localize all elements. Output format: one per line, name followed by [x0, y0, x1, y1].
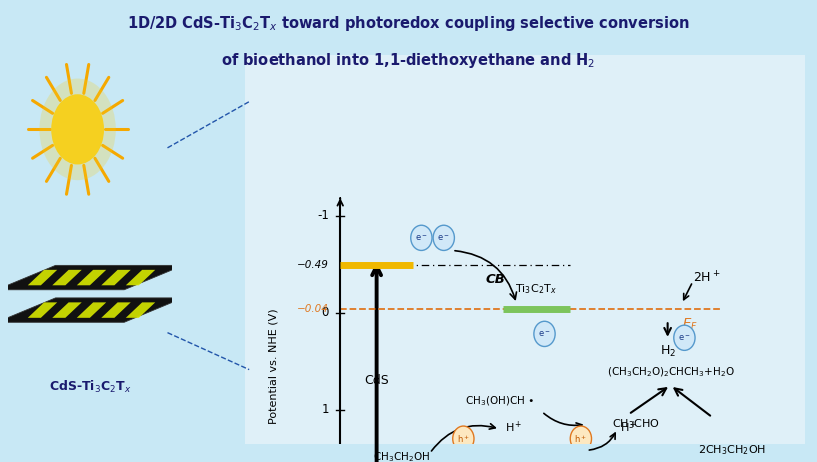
Text: e$^-$: e$^-$ — [538, 329, 551, 339]
Polygon shape — [101, 302, 131, 318]
Ellipse shape — [453, 426, 474, 451]
Ellipse shape — [534, 321, 555, 346]
Text: e$^-$: e$^-$ — [437, 233, 450, 243]
Text: −0.49: −0.49 — [297, 260, 329, 270]
Text: (CH$_3$CH$_2$O)$_2$CHCH$_3$+H$_2$O: (CH$_3$CH$_2$O)$_2$CHCH$_3$+H$_2$O — [606, 365, 734, 378]
Text: $E_F$: $E_F$ — [681, 316, 698, 332]
Text: Potential vs. NHE (V): Potential vs. NHE (V) — [268, 308, 278, 424]
Circle shape — [51, 94, 104, 164]
Text: CdS: CdS — [364, 374, 389, 387]
Text: 1D/2D CdS-Ti$_3$C$_2$T$_x$ toward photoredox coupling selective conversion: 1D/2D CdS-Ti$_3$C$_2$T$_x$ toward photor… — [127, 14, 690, 33]
Ellipse shape — [570, 426, 592, 451]
Text: -1: -1 — [317, 209, 329, 222]
Polygon shape — [0, 298, 183, 322]
Polygon shape — [28, 302, 57, 318]
Polygon shape — [126, 270, 155, 286]
Ellipse shape — [674, 325, 695, 350]
Text: CdS-Ti$_3$C$_2$T$_x$: CdS-Ti$_3$C$_2$T$_x$ — [49, 379, 131, 395]
Text: H$^+$: H$^+$ — [620, 419, 637, 435]
Polygon shape — [28, 270, 57, 286]
Polygon shape — [126, 302, 155, 318]
Ellipse shape — [411, 225, 432, 250]
Polygon shape — [0, 265, 183, 290]
Text: h$^+$: h$^+$ — [574, 433, 587, 444]
FancyBboxPatch shape — [239, 46, 809, 453]
Text: Ti$_3$C$_2$T$_x$: Ti$_3$C$_2$T$_x$ — [516, 282, 557, 296]
Polygon shape — [101, 270, 131, 286]
Text: CH$_3$CHO: CH$_3$CHO — [612, 417, 659, 431]
Text: 0: 0 — [322, 306, 329, 319]
Text: H$_2$: H$_2$ — [659, 344, 676, 359]
Text: −0.04: −0.04 — [297, 304, 329, 314]
Ellipse shape — [402, 459, 424, 462]
Polygon shape — [77, 270, 106, 286]
Text: 1: 1 — [322, 403, 329, 416]
Text: CH$_3$CH$_2$OH: CH$_3$CH$_2$OH — [373, 450, 431, 462]
Text: 2CH$_3$CH$_2$OH: 2CH$_3$CH$_2$OH — [698, 444, 766, 457]
Text: 2H$^+$: 2H$^+$ — [693, 270, 721, 285]
Ellipse shape — [380, 459, 401, 462]
Polygon shape — [52, 270, 82, 286]
Text: CB: CB — [486, 273, 506, 286]
Text: e$^-$: e$^-$ — [678, 333, 690, 342]
Polygon shape — [77, 302, 106, 318]
Text: h$^+$: h$^+$ — [457, 433, 470, 444]
Text: H$^+$: H$^+$ — [506, 419, 523, 435]
Text: CH$_3$(OH)CH $\bullet$: CH$_3$(OH)CH $\bullet$ — [465, 394, 534, 407]
Text: of bioethanol into 1,1-diethoxyethane and H$_2$: of bioethanol into 1,1-diethoxyethane an… — [221, 51, 596, 70]
Ellipse shape — [433, 225, 454, 250]
Polygon shape — [52, 302, 82, 318]
Text: e$^-$: e$^-$ — [415, 233, 428, 243]
Circle shape — [39, 79, 116, 180]
